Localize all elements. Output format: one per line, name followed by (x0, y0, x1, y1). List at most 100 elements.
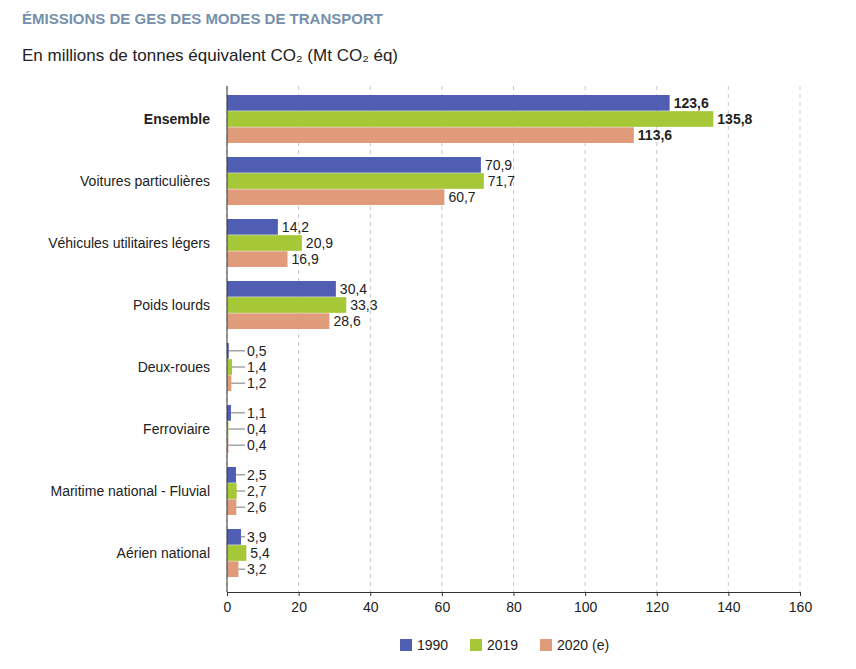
leader-line (241, 536, 245, 537)
x-tick: 80 (506, 592, 522, 615)
bar (227, 545, 246, 561)
data-label: 2,5 (247, 467, 267, 483)
tick-label: 160 (789, 599, 813, 615)
tick-mark (299, 592, 300, 596)
data-label: 135,8 (717, 111, 752, 127)
tick-label: 140 (717, 599, 741, 615)
x-tick: 20 (291, 592, 307, 615)
legend-swatch (540, 639, 552, 651)
bar (227, 235, 302, 251)
legend-swatch (470, 639, 482, 651)
legend-label: 2019 (487, 637, 518, 653)
data-label: 113,6 (638, 127, 672, 143)
bars (227, 95, 713, 577)
bar (227, 467, 236, 483)
data-label: 2,7 (247, 483, 267, 499)
category-label: Deux-roues (138, 359, 210, 375)
bar (227, 359, 232, 375)
tick-mark (370, 592, 371, 596)
subtitle: En millions de tonnes équivalent CO₂ (Mt… (22, 46, 398, 65)
tick-label: 20 (291, 599, 307, 615)
leader-line (228, 429, 245, 430)
grid-line (728, 86, 729, 592)
data-label: 71,7 (488, 173, 515, 189)
bar (227, 281, 336, 297)
bar (227, 529, 241, 545)
leader-line (229, 350, 245, 351)
tick-mark (514, 592, 515, 596)
bar (227, 127, 634, 143)
category-label: Véhicules utilitaires légers (48, 235, 210, 251)
data-label: 2,6 (247, 499, 267, 515)
legend-swatch (400, 639, 412, 651)
bar (227, 561, 238, 577)
data-label: 0,5 (247, 343, 267, 359)
data-label: 60,7 (448, 189, 475, 205)
tick-mark (442, 592, 443, 596)
data-label: 1,2 (247, 375, 267, 391)
data-label: 16,9 (292, 251, 319, 267)
tick-mark (585, 592, 586, 596)
bar (227, 499, 236, 515)
grid-line (227, 86, 228, 592)
leader-line (228, 445, 245, 446)
data-label: 3,2 (247, 561, 267, 577)
bar (227, 297, 346, 313)
leader-line (232, 367, 245, 368)
grid-line (513, 86, 514, 592)
data-label: 0,4 (247, 421, 267, 437)
legend-label: 2020 (e) (557, 637, 609, 653)
data-label: 5,4 (250, 545, 270, 561)
tick-mark (800, 592, 801, 596)
category-label: Voitures particulières (80, 173, 210, 189)
leader-line (237, 491, 245, 492)
leader-line (236, 507, 245, 508)
data-label: 1,4 (247, 359, 267, 375)
tick-label: 80 (506, 599, 522, 615)
bar (227, 251, 288, 267)
category-label: Maritime national - Fluvial (51, 483, 211, 499)
tick-label: 120 (646, 599, 670, 615)
data-label: 70,9 (485, 157, 512, 173)
grid-line (656, 86, 657, 592)
leader-line (238, 569, 245, 570)
bar (227, 173, 484, 189)
category-labels: Ensemble Voitures particulières Véhicules … (48, 111, 210, 561)
x-axis: 0 20 40 60 80 100 120 140 160 (224, 592, 813, 615)
x-tick: 60 (435, 592, 451, 615)
grid-line (800, 86, 801, 592)
tick-label: 60 (435, 599, 451, 615)
data-label: 20,9 (306, 235, 333, 251)
bar (227, 405, 231, 421)
category-label: Aérien national (117, 545, 210, 561)
tick-label: 100 (574, 599, 598, 615)
y-axis-line (227, 86, 228, 592)
data-label: 30,4 (340, 281, 367, 297)
bar (227, 95, 670, 111)
x-tick: 140 (717, 592, 741, 615)
bar (227, 157, 481, 173)
bar (227, 219, 278, 235)
data-label: 123,6 (674, 95, 709, 111)
bar (227, 189, 444, 205)
x-tick: 160 (789, 592, 813, 615)
data-label: 14,2 (282, 219, 309, 235)
x-tick: 100 (574, 592, 598, 615)
x-tick: 120 (646, 592, 670, 615)
grid (227, 86, 800, 592)
bar (227, 313, 329, 329)
tick-label: 40 (363, 599, 379, 615)
tick-label: 0 (224, 599, 232, 615)
title: ÉMISSIONS DE GES DES MODES DE TRANSPORT (22, 10, 383, 27)
bar (227, 111, 713, 127)
data-label: 0,4 (247, 437, 267, 453)
x-tick: 40 (363, 592, 379, 615)
tick-mark (657, 592, 658, 596)
tick-mark (728, 592, 729, 596)
category-label: Ensemble (144, 111, 210, 127)
data-label: 3,9 (247, 529, 267, 545)
legend-label: 1990 (417, 637, 448, 653)
bar (227, 483, 237, 499)
data-label: 33,3 (350, 297, 377, 313)
x-tick: 0 (224, 592, 232, 615)
